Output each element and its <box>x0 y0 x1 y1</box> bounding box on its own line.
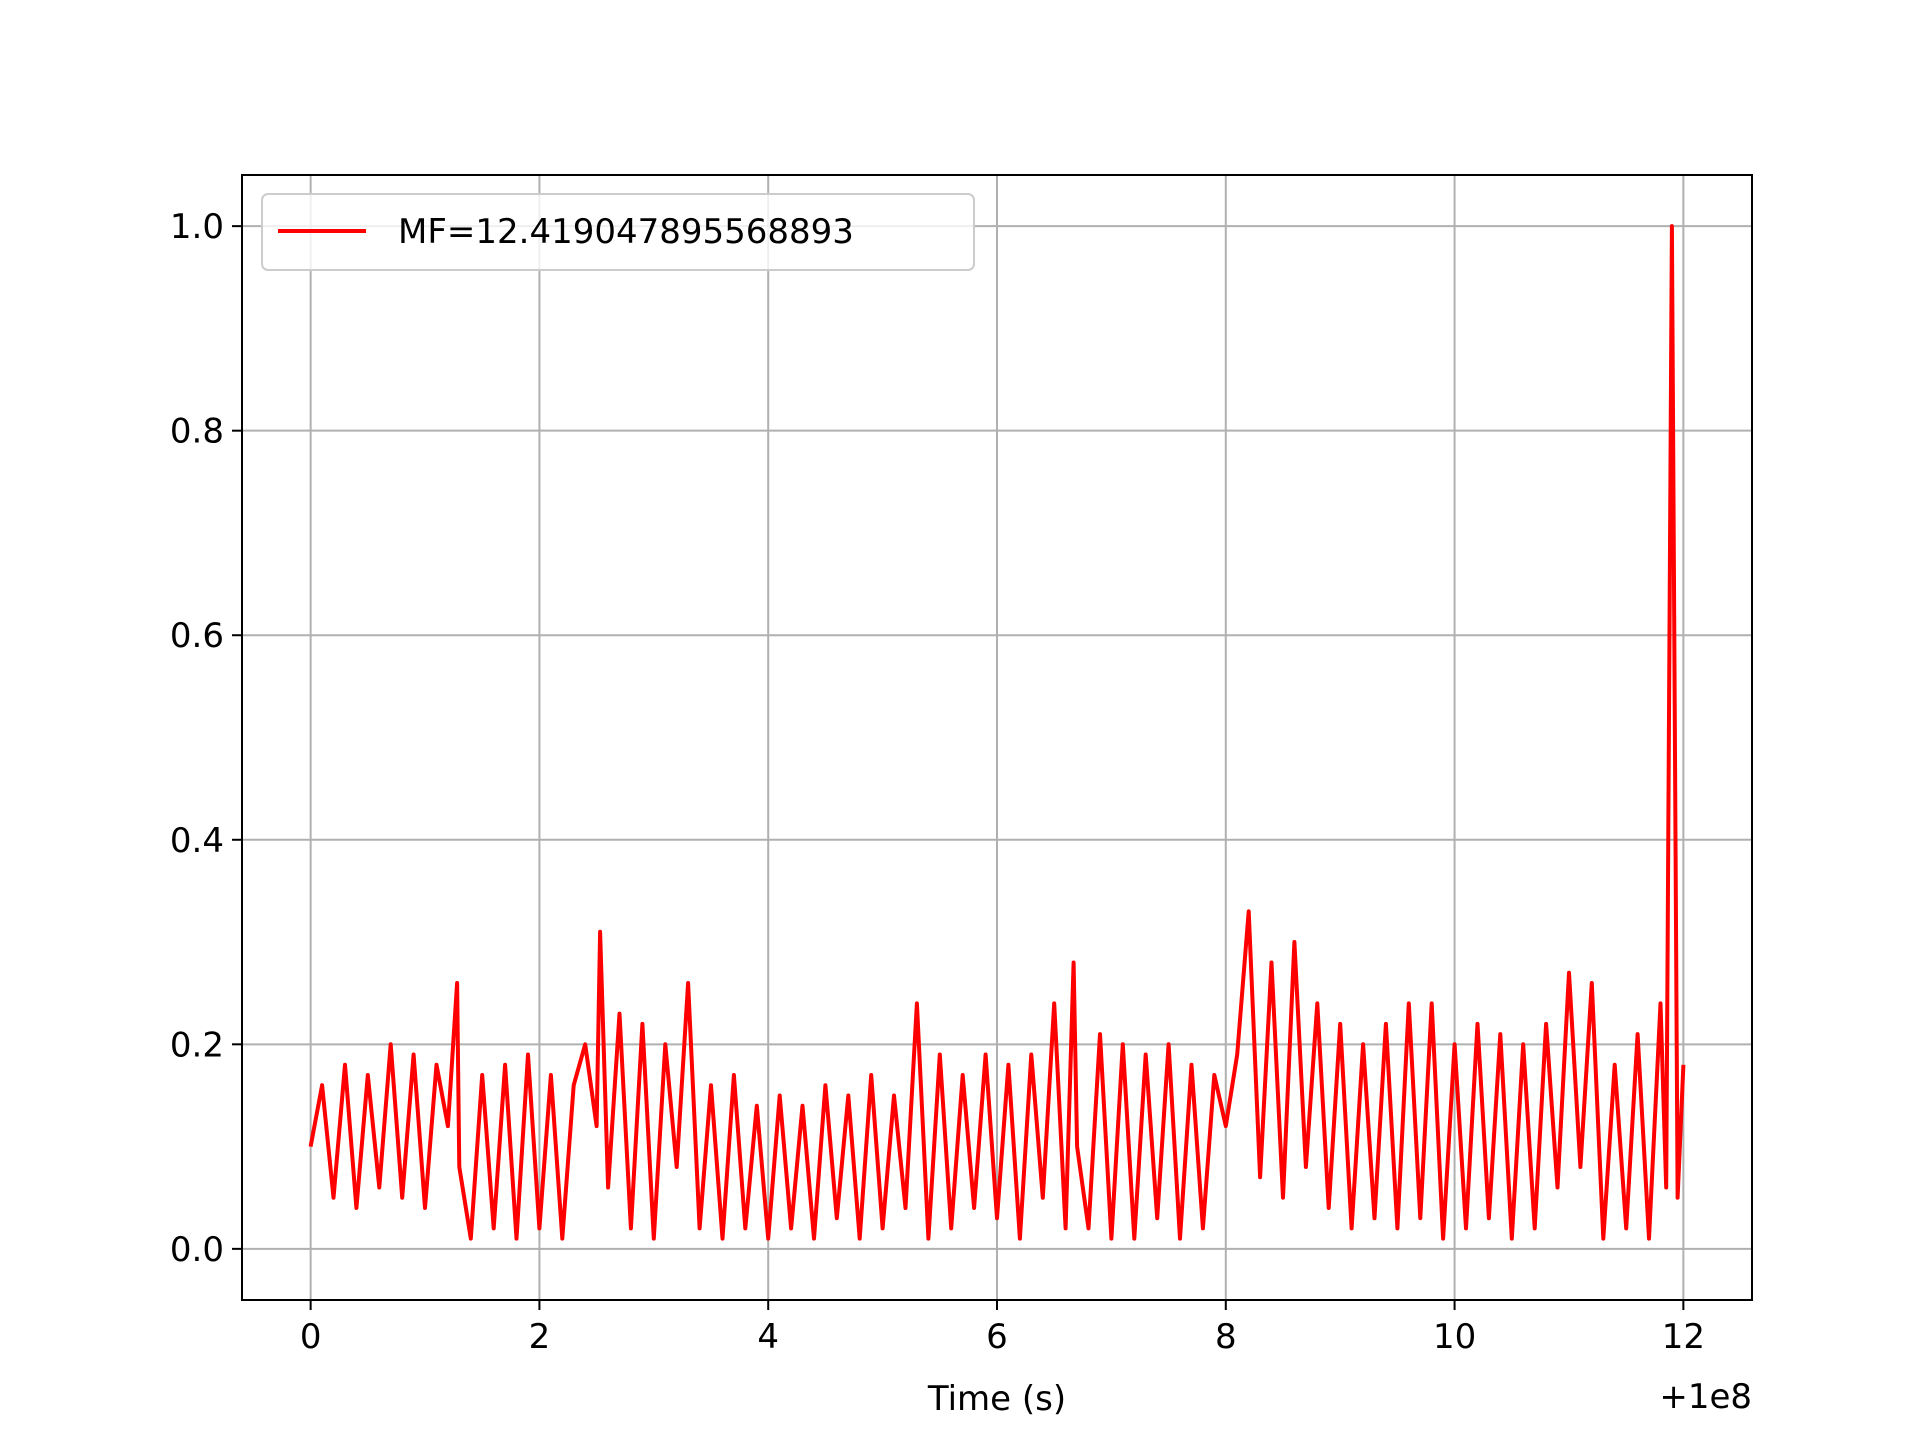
x-tick-label: 0 <box>300 1317 322 1357</box>
grid <box>242 175 1752 1300</box>
series-line <box>308 224 1686 1241</box>
series-layer <box>308 224 1686 1241</box>
x-tick-label: 6 <box>986 1317 1008 1357</box>
x-axis-offset-label: +1e8 <box>1659 1377 1752 1417</box>
x-tick-label: 10 <box>1433 1317 1476 1357</box>
legend-label: MF=12.419047895568893 <box>398 212 854 252</box>
legend: MF=12.419047895568893 <box>261 193 975 271</box>
y-tick-label: 0.0 <box>170 1230 224 1270</box>
y-tick-label: 0.4 <box>170 821 224 861</box>
x-tick-label: 4 <box>757 1317 779 1357</box>
x-tick-label: 8 <box>1215 1317 1237 1357</box>
legend-box <box>261 193 975 271</box>
x-tick-label: 2 <box>529 1317 551 1357</box>
y-axis-ticks: 0.0 0.2 0.4 0.6 0.8 1.0 <box>170 207 242 1270</box>
y-tick-label: 0.2 <box>170 1025 224 1065</box>
x-tick-label: 12 <box>1662 1317 1705 1357</box>
x-axis-label: Time (s) <box>927 1379 1066 1419</box>
x-axis-ticks: 0 2 4 6 8 10 12 <box>300 1300 1705 1357</box>
y-tick-label: 1.0 <box>170 207 224 247</box>
y-tick-label: 0.6 <box>170 616 224 656</box>
y-tick-label: 0.8 <box>170 412 224 452</box>
